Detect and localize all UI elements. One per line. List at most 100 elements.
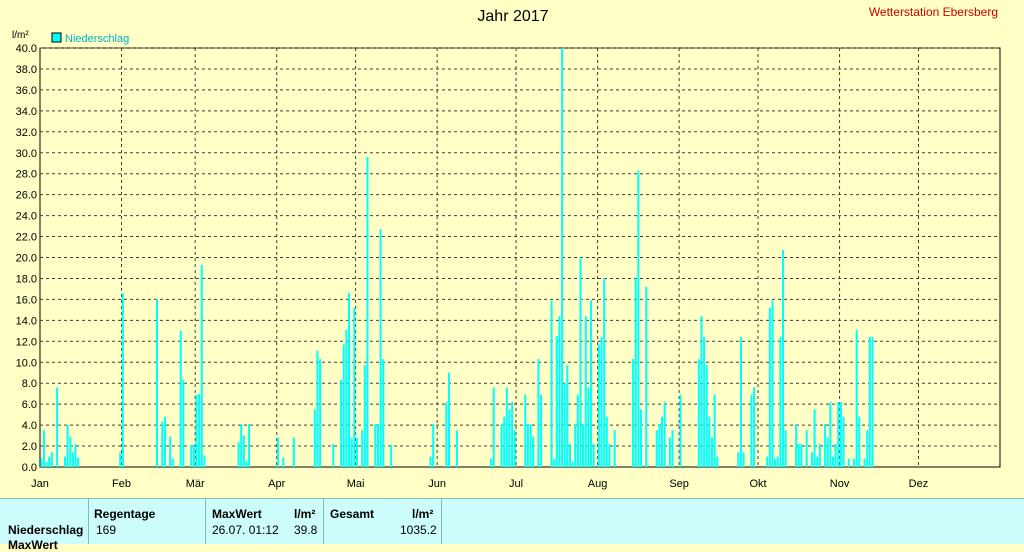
y-tick-label: 34.0 <box>16 106 37 118</box>
precip-bar <box>842 416 845 467</box>
precip-bar <box>571 461 574 467</box>
precip-bar <box>655 430 658 467</box>
stats-divider <box>441 499 442 544</box>
maxwert-unit: l/m² <box>294 507 316 521</box>
precip-bar <box>584 316 587 467</box>
precip-bar <box>121 293 124 467</box>
legend-swatch <box>51 32 62 43</box>
precip-bar <box>71 452 74 467</box>
precip-bar <box>190 445 193 467</box>
y-tick-label: 2.0 <box>22 441 37 453</box>
precip-bar <box>48 456 51 467</box>
precip-bar <box>505 387 508 467</box>
precip-bar <box>63 456 67 467</box>
y-tick-label: 14.0 <box>16 315 37 327</box>
precip-bar <box>550 300 553 467</box>
precip-bar <box>240 424 243 467</box>
precip-bar <box>784 430 787 467</box>
precip-bar <box>781 250 785 467</box>
y-tick-label: 24.0 <box>16 211 37 223</box>
x-tick-label: Apr <box>268 478 285 490</box>
y-tick-label: 40.0 <box>16 43 37 55</box>
precip-bar <box>292 437 295 467</box>
precip-bar <box>156 299 159 467</box>
x-tick-label: Mai <box>347 478 365 490</box>
precip-bar <box>697 359 700 467</box>
precip-bar <box>839 402 842 467</box>
precip-bar <box>558 316 561 467</box>
precip-bar <box>703 337 706 467</box>
precip-bar <box>171 458 174 467</box>
y-tick-label: 10.0 <box>16 357 37 369</box>
precip-bar <box>797 443 800 467</box>
regentage-header: Regentage <box>94 507 156 521</box>
precip-bar <box>529 424 532 467</box>
y-tick-label: 22.0 <box>16 232 37 244</box>
legend-label: Niederschlag <box>65 33 129 45</box>
precip-bar <box>74 443 77 467</box>
maxwert-date: 26.07. 01:12 <box>212 523 279 537</box>
precip-bar <box>774 458 777 467</box>
x-tick-label: Jul <box>509 478 523 490</box>
precip-bar <box>524 394 527 467</box>
precip-bar <box>742 452 745 467</box>
precip-bar <box>513 430 516 467</box>
y-tick-label: 20.0 <box>16 253 37 265</box>
plot-area: 0.0 2.0 4.0 6.0 8.0 10.0 12.0 14.0 16.0 18.0 20.0 2… <box>16 43 1001 490</box>
precip-bar <box>871 337 874 467</box>
maxwert-header: MaxWert <box>212 507 262 521</box>
station-name: Wetterstation Ebersberg <box>869 5 998 19</box>
precip-bar <box>589 300 593 467</box>
precip-bar <box>639 409 643 467</box>
y-tick-label: 38.0 <box>16 64 37 76</box>
stats-row2-label: MaxWert <box>8 538 58 552</box>
y-tick-label: 6.0 <box>22 399 37 411</box>
precip-bar <box>568 443 571 467</box>
precip-bar <box>242 435 245 467</box>
precip-bar <box>776 456 779 467</box>
precip-bar <box>710 437 714 467</box>
precip-bar <box>858 416 861 467</box>
precipitation-chart: Jahr 2017 Wetterstation Ebersberg l/m² N… <box>12 5 1001 490</box>
precip-bar <box>713 394 716 467</box>
precip-bar <box>866 430 869 467</box>
precip-bar <box>56 387 59 467</box>
y-tick-label: 36.0 <box>16 85 37 97</box>
precip-bar <box>768 307 771 467</box>
precip-bar <box>779 337 782 467</box>
precip-bar <box>771 300 774 467</box>
precip-bar <box>77 457 80 467</box>
precip-bar <box>555 336 558 467</box>
precip-bar <box>353 307 356 467</box>
precip-bar <box>637 170 640 467</box>
precip-bar <box>390 445 393 467</box>
y-tick-label: 12.0 <box>16 336 37 348</box>
stats-divider <box>205 499 206 544</box>
precip-bar <box>316 350 319 467</box>
y-tick-label: 32.0 <box>16 127 37 139</box>
precip-bar <box>587 387 590 467</box>
precip-bar <box>163 416 166 467</box>
precip-bar <box>532 436 535 467</box>
precip-bar <box>363 365 366 467</box>
y-tick-label: 4.0 <box>22 420 37 432</box>
precip-bar <box>511 402 514 467</box>
precip-bar <box>203 455 206 467</box>
precip-bar <box>182 380 185 467</box>
x-tick-label: Feb <box>112 478 131 490</box>
precip-bar <box>661 416 664 467</box>
precip-bar <box>795 424 798 467</box>
precip-bar <box>445 402 448 467</box>
precip-bar <box>169 436 172 467</box>
precip-bar <box>800 443 803 467</box>
precip-bar <box>490 458 493 467</box>
y-tick-label: 30.0 <box>16 148 37 160</box>
precip-bar <box>348 293 351 467</box>
precip-bar <box>345 329 348 467</box>
x-tick-label: Jun <box>428 478 446 490</box>
precip-bar <box>313 409 316 467</box>
x-tick-label: Okt <box>749 478 766 490</box>
precip-bar <box>237 441 240 467</box>
gesamt-value: 1035.2 <box>400 523 437 537</box>
precip-bar <box>829 402 832 467</box>
